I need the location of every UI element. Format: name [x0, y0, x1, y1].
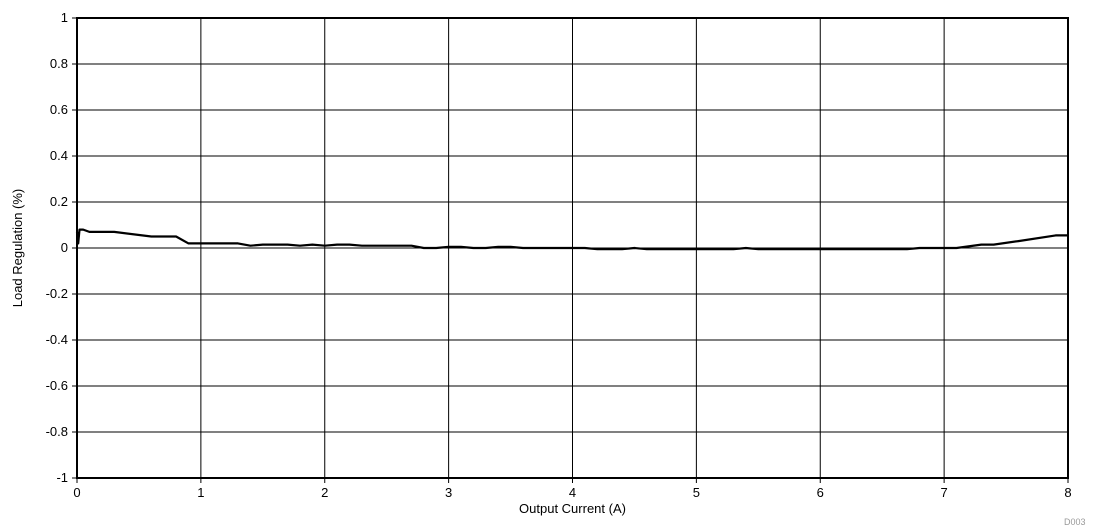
x-tick-label: 0 — [73, 485, 80, 500]
plot-frame — [76, 17, 1069, 479]
figure-id: D003 — [1064, 517, 1086, 527]
y-tick-label: -0.2 — [46, 286, 68, 301]
y-tick-label: -1 — [56, 470, 68, 485]
y-tick-label: 0.4 — [50, 148, 68, 163]
x-tick-label: 3 — [445, 485, 452, 500]
y-tick-label: 0.6 — [50, 102, 68, 117]
x-tick-label: 1 — [197, 485, 204, 500]
x-axis-title: Output Current (A) — [519, 501, 626, 516]
y-tick-label: -0.4 — [46, 332, 68, 347]
y-tick-label: 0 — [61, 240, 68, 255]
y-tick-label: 1 — [61, 10, 68, 25]
y-tick-label: 0.2 — [50, 194, 68, 209]
y-tick-labels: 1 0.8 0.6 0.4 0.2 0 -0.2 -0.4 -0.6 -0.8 -1 — [46, 10, 68, 485]
y-axis-title: Load Regulation (%) — [10, 189, 25, 308]
y-tick-label: 0.8 — [50, 56, 68, 71]
series-line — [75, 228, 1068, 251]
grid — [72, 17, 1069, 483]
series-layer — [75, 228, 1068, 251]
x-tick-label: 4 — [569, 485, 576, 500]
x-tick-label: 2 — [321, 485, 328, 500]
x-tick-label: 8 — [1064, 485, 1071, 500]
x-tick-label: 6 — [817, 485, 824, 500]
y-tick-label: -0.6 — [46, 378, 68, 393]
x-tick-labels: 0 1 2 3 4 5 6 7 8 — [73, 485, 1071, 500]
x-tick-label: 5 — [693, 485, 700, 500]
x-tick-label: 7 — [941, 485, 948, 500]
y-tick-label: -0.8 — [46, 424, 68, 439]
